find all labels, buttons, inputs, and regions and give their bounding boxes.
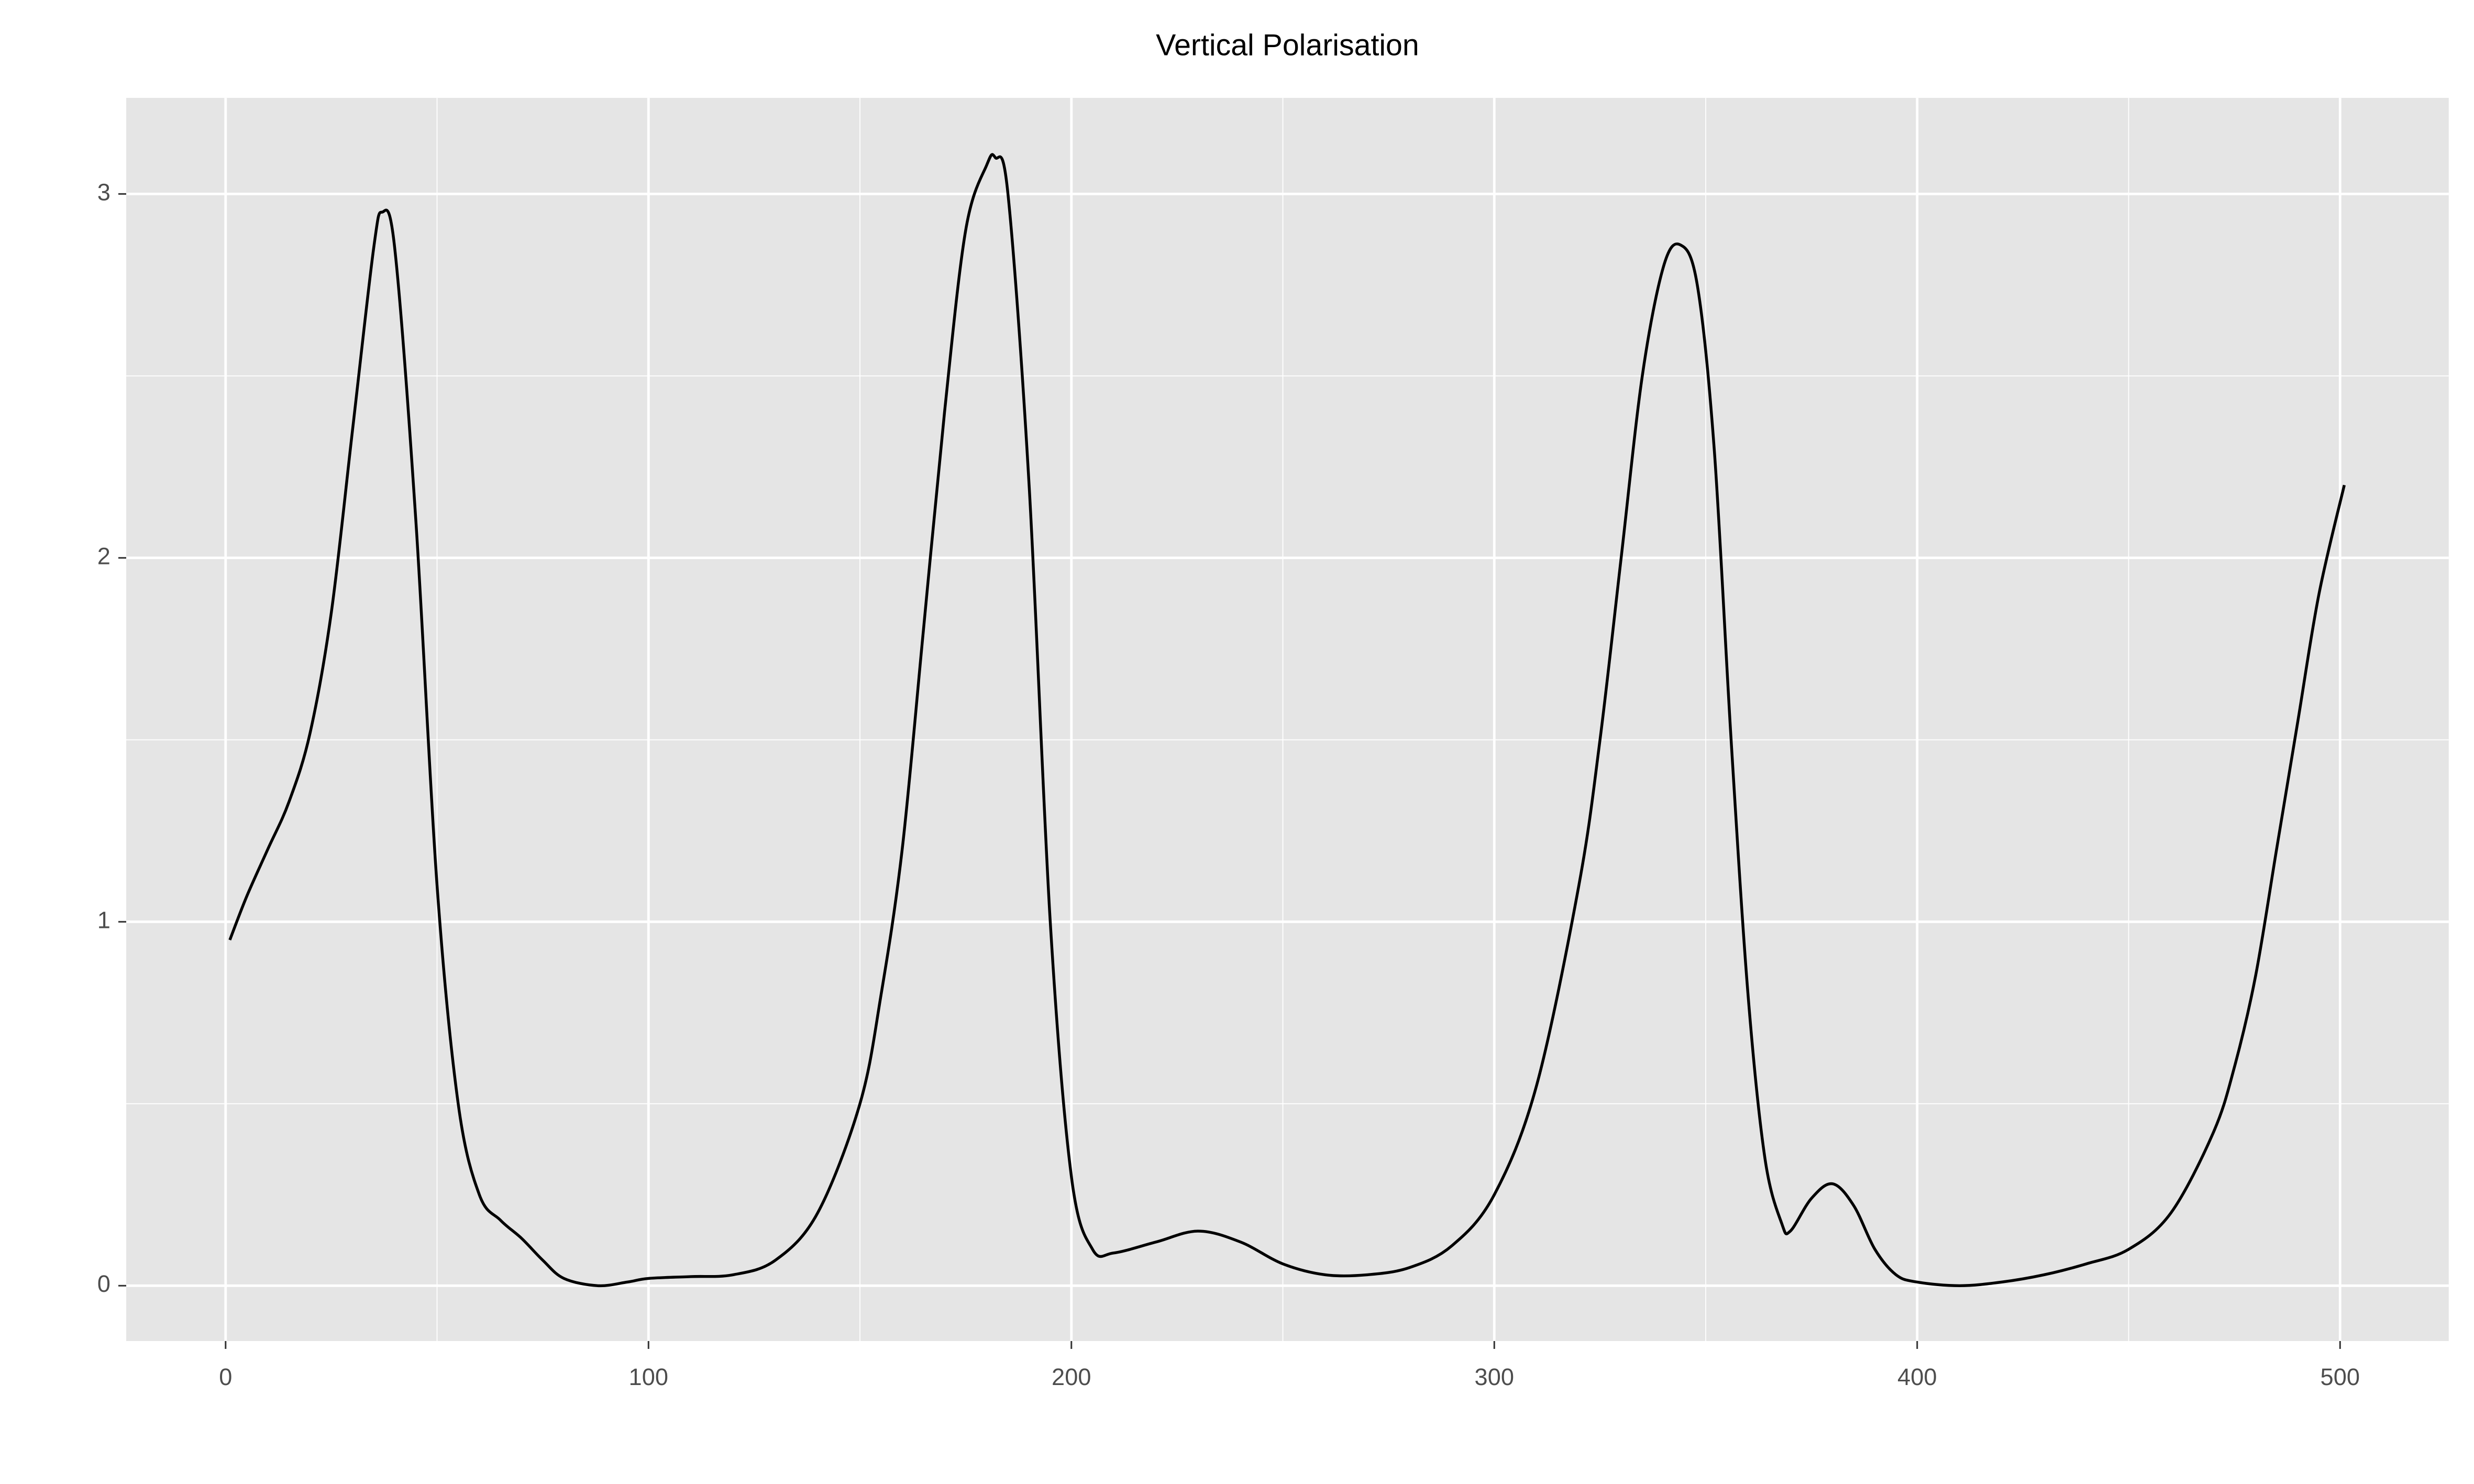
x-tick-label: 100 [629, 1364, 668, 1390]
line [228, 153, 2346, 1288]
x-tick-label: 500 [2321, 1364, 2360, 1390]
x-tick-label: 0 [219, 1364, 232, 1390]
plot-background [126, 97, 2449, 1341]
chart-title: Vertical Polarisation [1156, 29, 1419, 62]
y-tick-label: 1 [97, 906, 111, 933]
x-tick-label: 400 [1897, 1364, 1937, 1390]
y-tick-label: 0 [97, 1270, 111, 1297]
x-tick-label: 300 [1475, 1364, 1514, 1390]
y-tick-label: 3 [97, 179, 111, 205]
y-tick-label: 2 [97, 542, 111, 569]
x-tick-label: 200 [1052, 1364, 1091, 1390]
